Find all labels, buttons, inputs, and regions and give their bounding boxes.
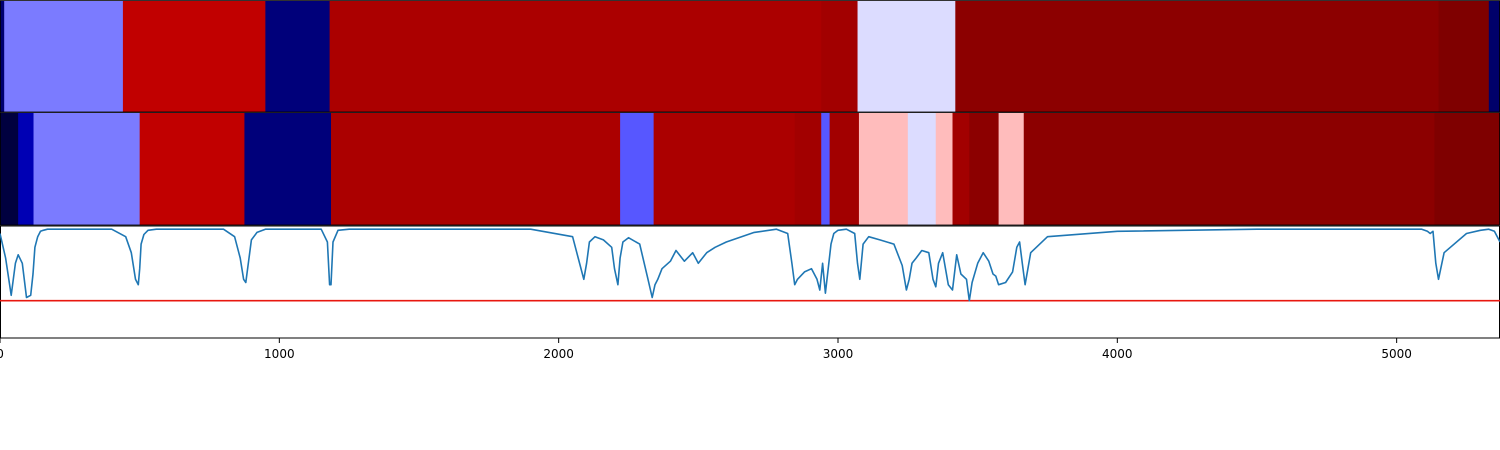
heatmap-cell-r1-16 [998, 113, 1025, 225]
heatmap-cell-r1-8 [794, 113, 822, 225]
heatmap-cell-r1-14 [952, 113, 970, 225]
x-tick-label-2000: 2000 [543, 347, 574, 361]
heatmap-cell-r0-0 [0, 1, 5, 112]
heatmap-cell-r1-10 [829, 113, 860, 225]
heatmap-cell-r1-5 [331, 113, 621, 225]
x-axis: 0 1000 2000 3000 4000 5000 [0, 338, 1412, 361]
line-panel-frame [0, 225, 1500, 339]
heatmap-cell-r0-2 [122, 1, 266, 112]
heatmap-cell-r0-5 [821, 1, 859, 112]
heatmap-cell-r1-2 [33, 113, 141, 225]
x-tick-label-3000: 3000 [823, 347, 854, 361]
heatmap-cell-r0-4 [329, 1, 822, 112]
x-tick-label-0: 0 [0, 347, 4, 361]
heatmap-cell-r1-4 [244, 113, 332, 225]
x-tick-label-1000: 1000 [264, 347, 295, 361]
heatmap-cell-r1-9 [821, 113, 831, 225]
heatmap-cell-r0-8 [1438, 1, 1490, 112]
line-panel [0, 225, 1500, 339]
heatmap-cell-r0-3 [265, 1, 331, 112]
heatmap-cell-r1-7 [653, 113, 796, 225]
x-tick-label-5000: 5000 [1381, 347, 1412, 361]
heatmap-cell-r1-0 [0, 113, 19, 225]
heatmap-cell-r1-13 [935, 113, 954, 225]
heatmap-cell-r1-15 [969, 113, 1000, 225]
heatmap-cell-r1-11 [858, 113, 909, 225]
heatmap-cell-r0-7 [955, 1, 1440, 112]
heatmap-cell-r1-6 [620, 113, 655, 225]
heatmap-cell-r0-6 [857, 1, 956, 112]
heatmap-cell-r1-12 [907, 113, 937, 225]
heatmap-cell-r1-1 [18, 113, 35, 225]
signal-line [0, 228, 1500, 302]
heatmap-cell-r1-3 [139, 113, 246, 225]
heatmap-cell-r1-18 [1434, 113, 1500, 225]
x-tick-label-4000: 4000 [1102, 347, 1133, 361]
heatmap-cell-r0-1 [4, 1, 124, 112]
heatmap-cell-r1-17 [1023, 113, 1435, 225]
heatmap-rows [0, 0, 1500, 226]
heatmap-cell-r0-9 [1488, 1, 1500, 112]
